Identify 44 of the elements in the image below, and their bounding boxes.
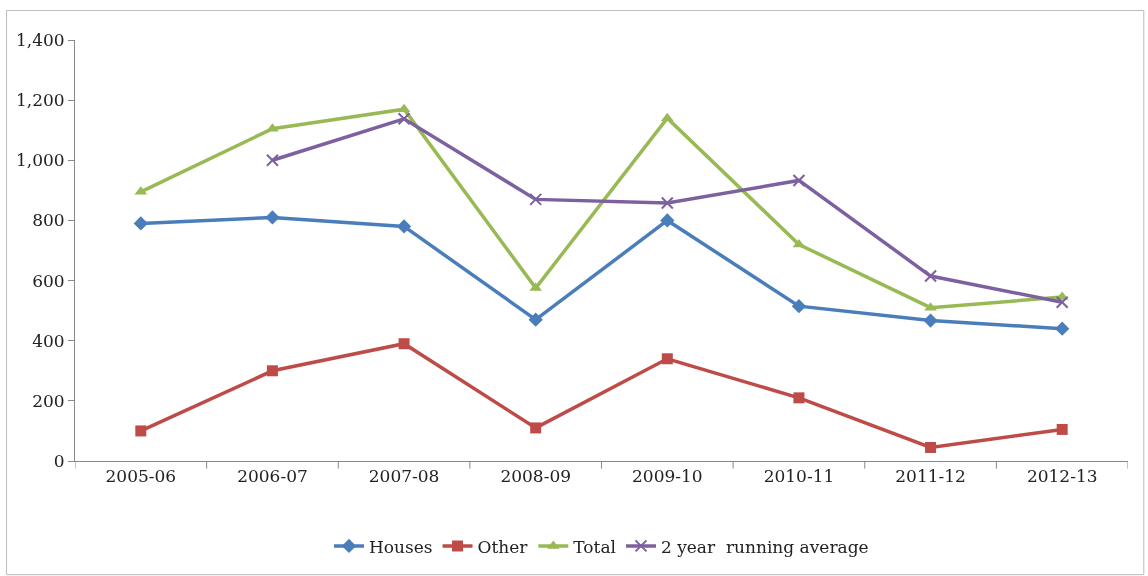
y-tick-label: 1,000 [15,150,65,171]
legend-label: Houses [369,536,433,557]
x-tick-label: 2012-13 [1026,466,1098,487]
point [661,353,673,365]
point [397,112,411,126]
point [660,196,674,210]
point [528,312,543,327]
legend-label: Total [573,536,616,557]
point [791,298,807,314]
point [792,238,806,248]
point [266,365,278,377]
point [925,441,937,453]
point [265,153,279,167]
x-tick-label: 2006-07 [237,466,308,487]
legend-label: Other [477,536,529,557]
point [923,313,938,328]
point [1055,295,1069,309]
x-tick-label: 2009-10 [631,466,703,487]
point [1055,321,1070,336]
point [530,422,542,434]
point [135,425,147,437]
point [660,213,675,228]
point [529,192,543,206]
point [1056,423,1068,435]
x-tick-label: 2007-08 [368,466,440,487]
point [924,269,938,283]
point [793,392,805,404]
legend-label: 2 year running average [660,536,869,557]
x-tick-label: 2008-09 [500,466,572,487]
y-tick-label: 200 [32,390,65,411]
point [265,210,280,225]
y-tick-label: 0 [53,450,65,471]
y-tick-label: 800 [32,210,65,231]
y-tick-label: 400 [32,330,65,351]
point [398,338,410,350]
y-tick-label: 1,400 [15,29,65,50]
point [133,216,148,231]
x-tick-label: 2005-06 [105,466,177,487]
y-tick-label: 1,200 [15,90,65,111]
x-tick-label: 2010-11 [763,466,835,487]
y-tick-label: 600 [32,270,65,291]
point [792,173,806,187]
x-tick-label: 2011-12 [895,466,966,487]
point [396,219,412,234]
